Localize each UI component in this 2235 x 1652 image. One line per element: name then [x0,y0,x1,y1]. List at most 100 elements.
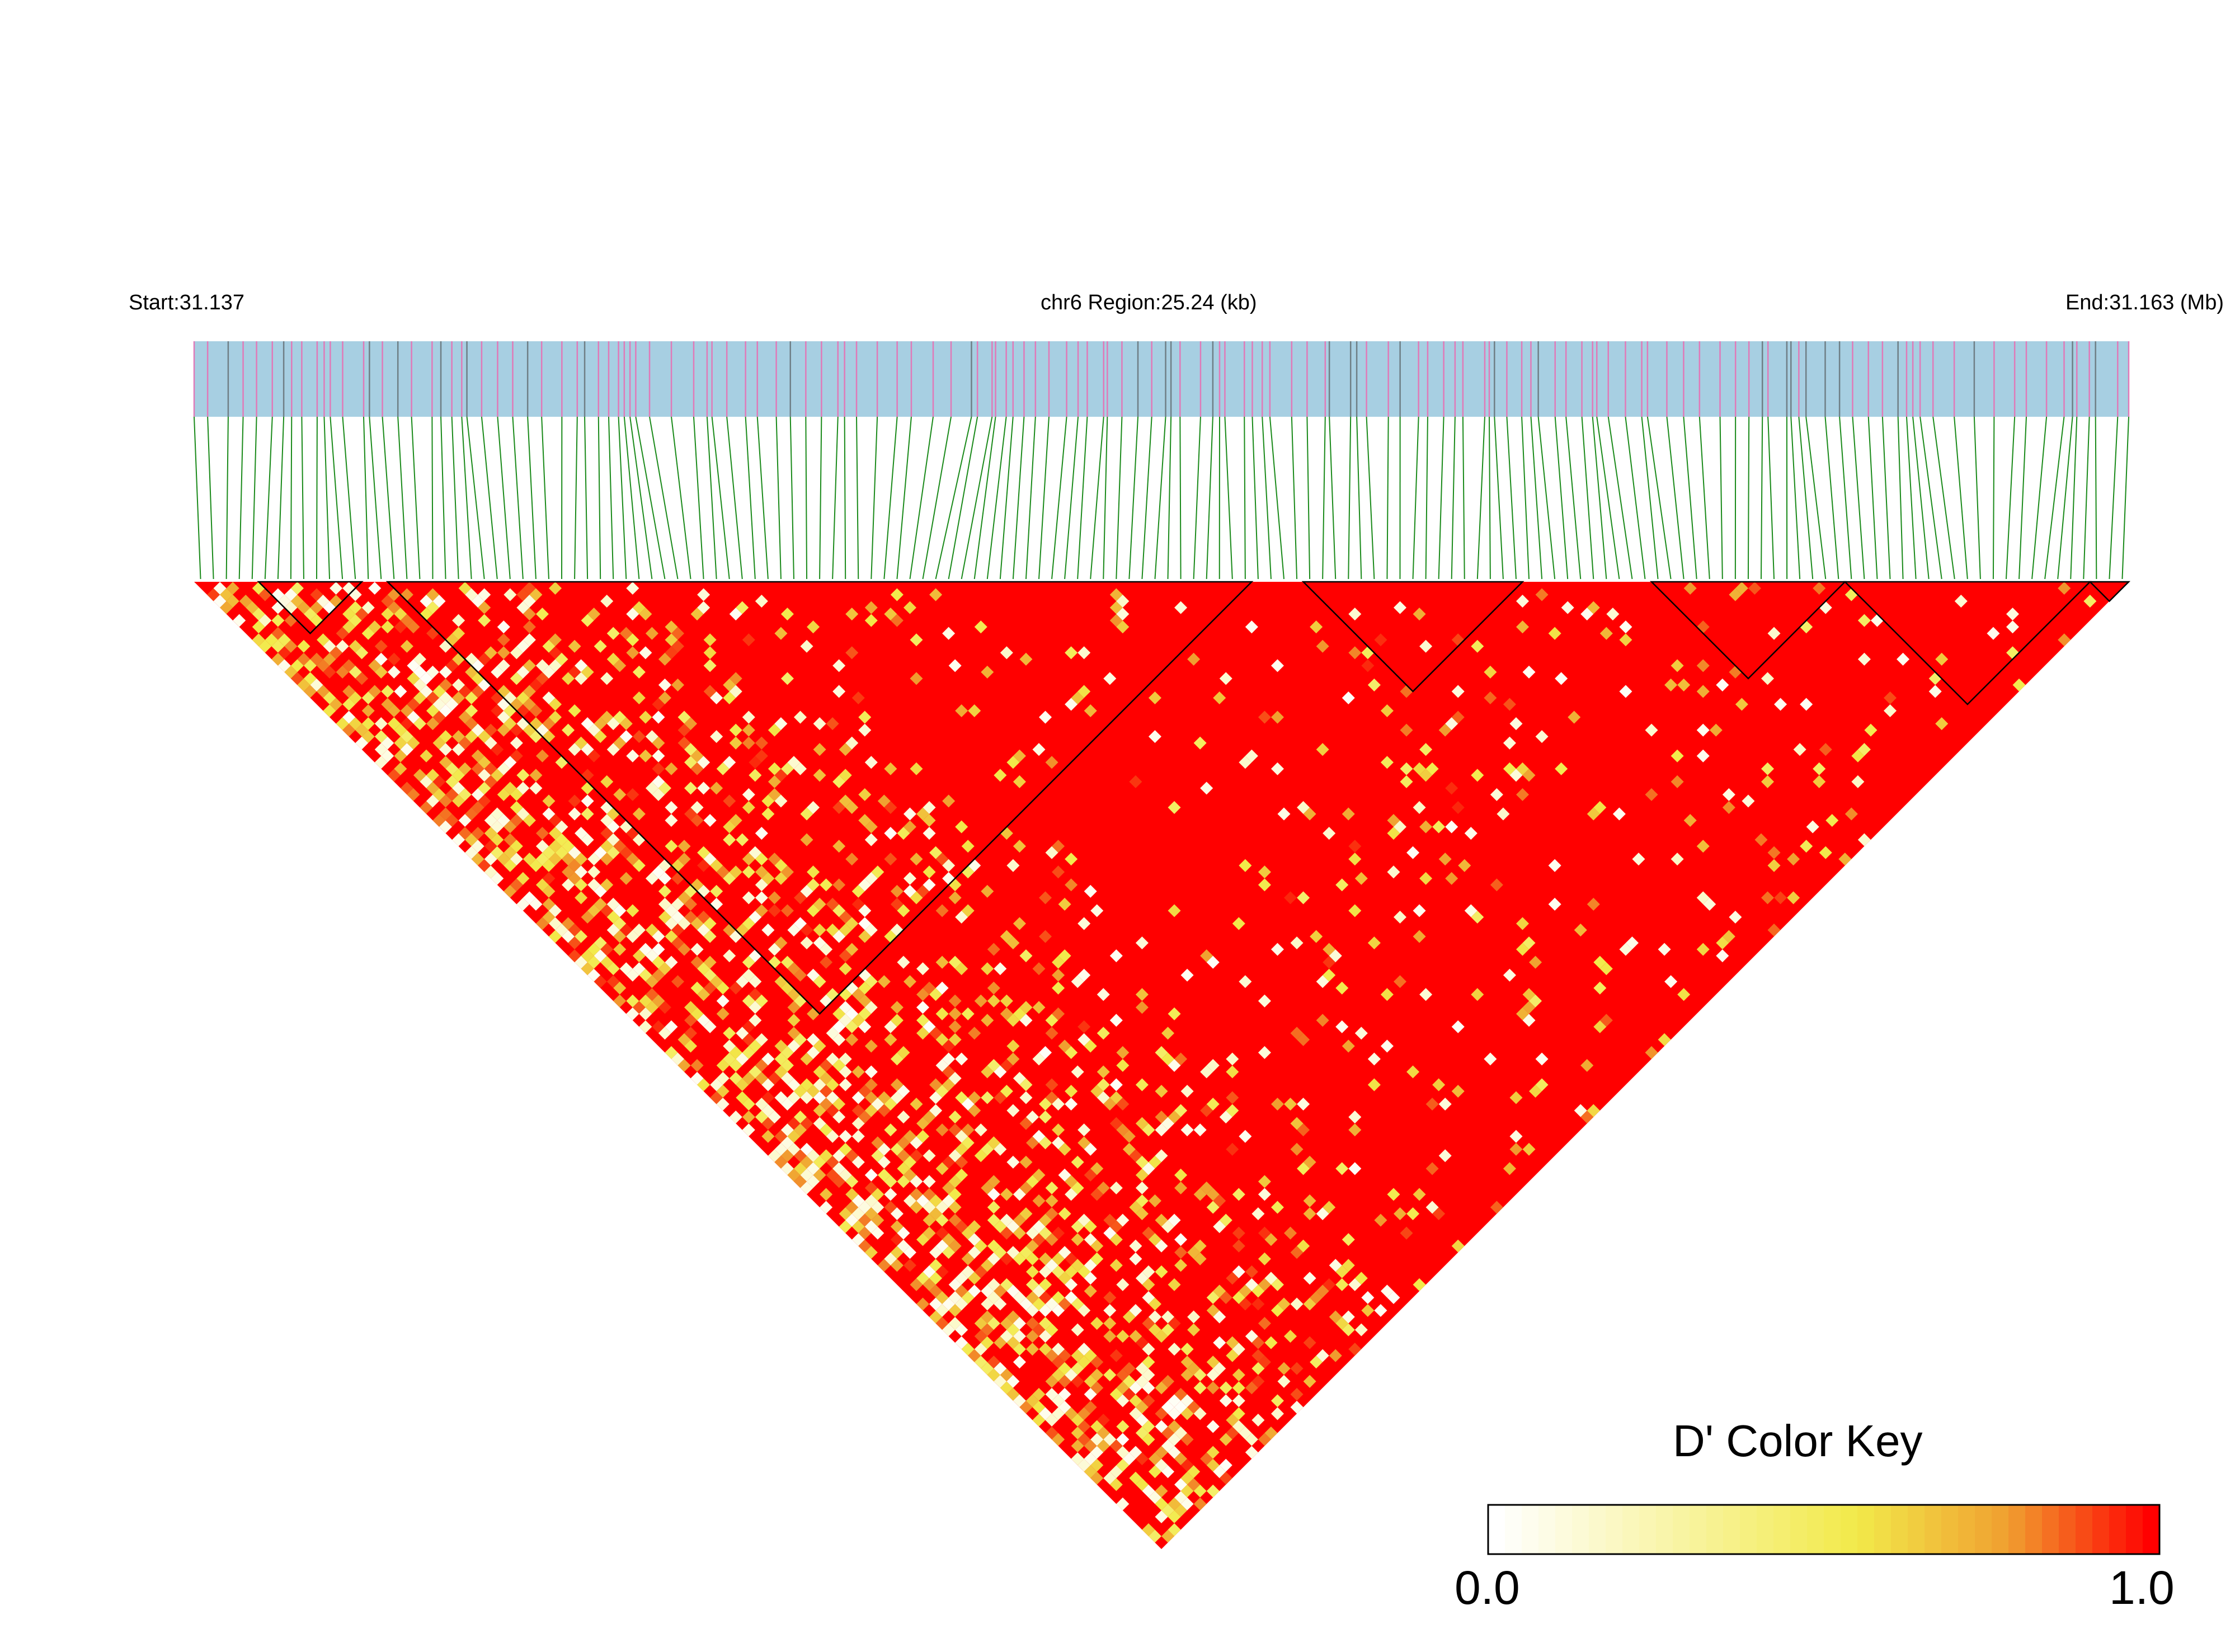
color-key-segment [1723,1505,1740,1554]
ld-cell [994,1142,1007,1156]
ld-cell [452,691,465,705]
ld-cell [1071,1439,1084,1453]
ld-cell [374,743,388,756]
ld-cell [948,956,962,969]
color-key-segment [1925,1505,1942,1554]
ld-cell [1232,1420,1245,1433]
ld-cell [1090,1085,1104,1098]
ld-cell [1071,975,1084,989]
ld-cell [1161,1400,1175,1414]
ld-cell [510,840,523,853]
ld-cell [774,769,788,782]
ld-cell [987,1239,1000,1253]
ld-cell [1348,1110,1362,1124]
ld-cell [1696,943,1710,956]
ld-cell [1380,1039,1394,1053]
ld-cell [439,756,453,769]
ld-cell [1084,1400,1097,1414]
ld-cell [871,1149,884,1162]
ld-cell [1103,1226,1117,1240]
ld-cell [1103,1098,1117,1111]
ld-cell [903,1129,916,1143]
ld-cell [1593,981,1607,995]
ld-cell [813,897,826,911]
ld-cell [729,685,742,698]
ld-cell [923,865,936,879]
ld-cell [1025,1343,1039,1356]
ld-cell [729,1058,742,1072]
ld-cell [1451,801,1465,814]
ld-cell [1129,1239,1142,1253]
ld-cell [1155,1149,1168,1162]
ld-cell [910,672,923,685]
ld-cell [1052,1007,1065,1020]
ld-cell [1522,1014,1536,1027]
ld-cell [562,865,575,879]
ld-cell [458,827,472,840]
snp-connector [1167,416,1172,580]
ld-cell [749,1001,762,1014]
ld-cell [387,665,401,679]
ld-cell [1116,1497,1130,1510]
ld-cell [851,1207,865,1221]
ld-cell [1393,601,1407,614]
ld-cell [1019,1078,1033,1091]
ld-cell [1806,820,1819,834]
ld-cell [910,1175,923,1188]
ld-cell [504,717,517,731]
ld-cell [258,614,272,627]
ld-cell [690,813,704,827]
ld-cell [839,962,852,976]
ld-cell [1271,1201,1284,1214]
ld-cell [639,749,652,763]
ld-cell [1219,1381,1232,1395]
ld-cell [1619,943,1632,956]
ld-cell [594,730,607,743]
snp-connector [323,416,331,580]
ld-cell [542,717,556,731]
ld-cell [645,627,658,640]
ld-cell [948,1201,962,1214]
ld-cell [652,698,665,711]
ld-cell [716,1007,730,1020]
ld-cell [562,723,575,737]
ld-cell [639,608,652,621]
ld-cell [1316,1014,1329,1027]
ld-cell [1084,1039,1097,1053]
ld-cell [935,981,949,995]
snp-connector [440,416,446,580]
ld-cell [587,904,601,917]
ld-cell [942,859,956,872]
ld-cell [858,1020,872,1033]
ld-cell [1148,1323,1161,1336]
snp-connector [330,416,344,580]
ld-cell [1109,1181,1123,1195]
ld-cell [1587,897,1600,911]
ld-cell [1251,1336,1265,1349]
ld-cell [1155,1420,1168,1433]
ld-cell [897,904,910,917]
ld-cell [755,595,768,608]
ld-cell [671,897,685,911]
ld-cell [1077,685,1091,698]
ld-cell [710,897,723,911]
ld-cell [1077,1343,1091,1356]
ld-cell [826,1168,839,1182]
ld-cell [1065,1252,1078,1265]
ld-cell [1696,891,1710,905]
ld-cell [800,1117,813,1130]
ld-cell [981,884,994,898]
ld-cell [716,981,730,995]
ld-cell [575,878,588,892]
ld-cell [271,614,285,627]
ld-cell [613,904,627,917]
ld-cell [1025,1252,1039,1265]
ld-cell [826,1078,839,1091]
ld-cell [1122,1129,1136,1143]
ld-cell [1593,801,1607,814]
ld-cell [548,853,562,866]
ld-cell [981,1014,994,1027]
ld-cell [703,956,717,969]
color-key-segment [1639,1505,1657,1554]
ld-cell [284,601,298,614]
